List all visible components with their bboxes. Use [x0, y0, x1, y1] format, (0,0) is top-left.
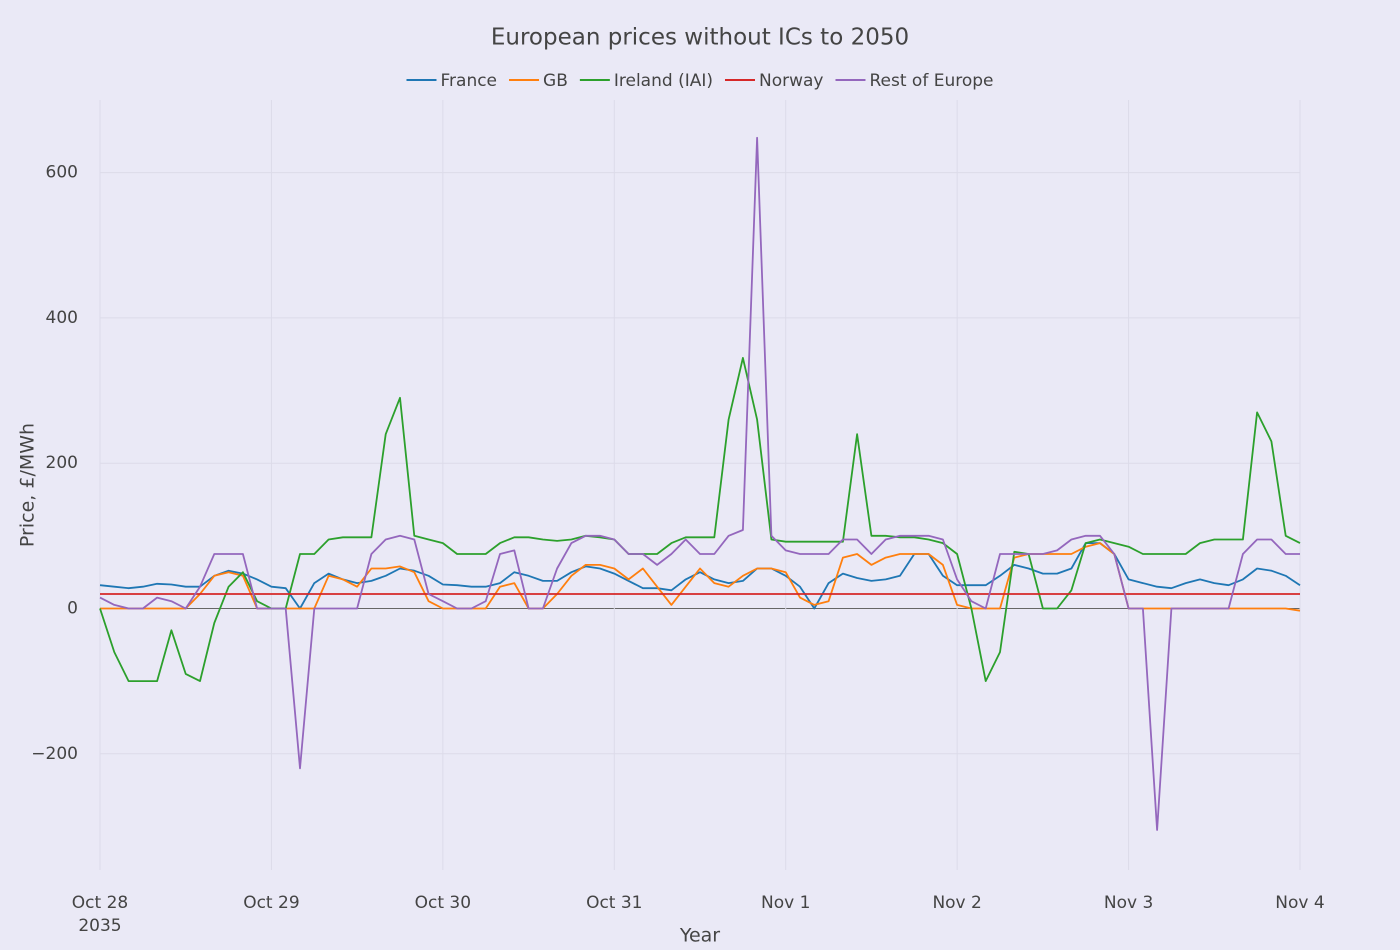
x-tick-label: Oct 28 [72, 893, 128, 913]
legend-item: Rest of Europe [835, 71, 994, 91]
y-tick-label: 200 [46, 453, 78, 473]
y-tick-label: 600 [46, 163, 78, 183]
x-tick-label: Oct 31 [586, 893, 642, 913]
series-line [99, 136, 1300, 831]
x-tick-label: Oct 30 [415, 893, 471, 913]
y-axis-title: Price, £/MWh [17, 423, 39, 547]
x-axis-title: Year [679, 925, 720, 947]
x-tick-label: Nov 4 [1275, 893, 1324, 913]
legend-label: GB [543, 71, 568, 91]
legend-label: Ireland (IAI) [614, 71, 713, 91]
chart-title: European prices without ICs to 2050 [491, 25, 909, 51]
x-tick-label: Oct 29 [243, 893, 299, 913]
y-tick-label: 0 [67, 598, 78, 618]
legend: France GB Ireland (IAI) Norway Rest of Europ… [406, 71, 994, 91]
legend-label: Rest of Europe [869, 71, 993, 91]
x-tick-label: Nov 1 [761, 893, 810, 913]
series-line [99, 357, 1301, 682]
legend-label: Norway [759, 71, 824, 91]
x-tick-label: Nov 3 [1104, 893, 1153, 913]
x-tick-year: 2035 [78, 916, 121, 936]
legend-item: GB [509, 71, 568, 91]
y-tick-label: −200 [31, 744, 78, 764]
legend-item: Ireland (IAI) [579, 71, 713, 91]
series-line [100, 542, 1301, 612]
legend-item: Norway [724, 71, 824, 91]
legend-label: France [440, 71, 497, 91]
x-tick-label: Nov 2 [932, 893, 981, 913]
legend-item: France [406, 71, 497, 91]
y-tick-label: 400 [46, 308, 78, 328]
